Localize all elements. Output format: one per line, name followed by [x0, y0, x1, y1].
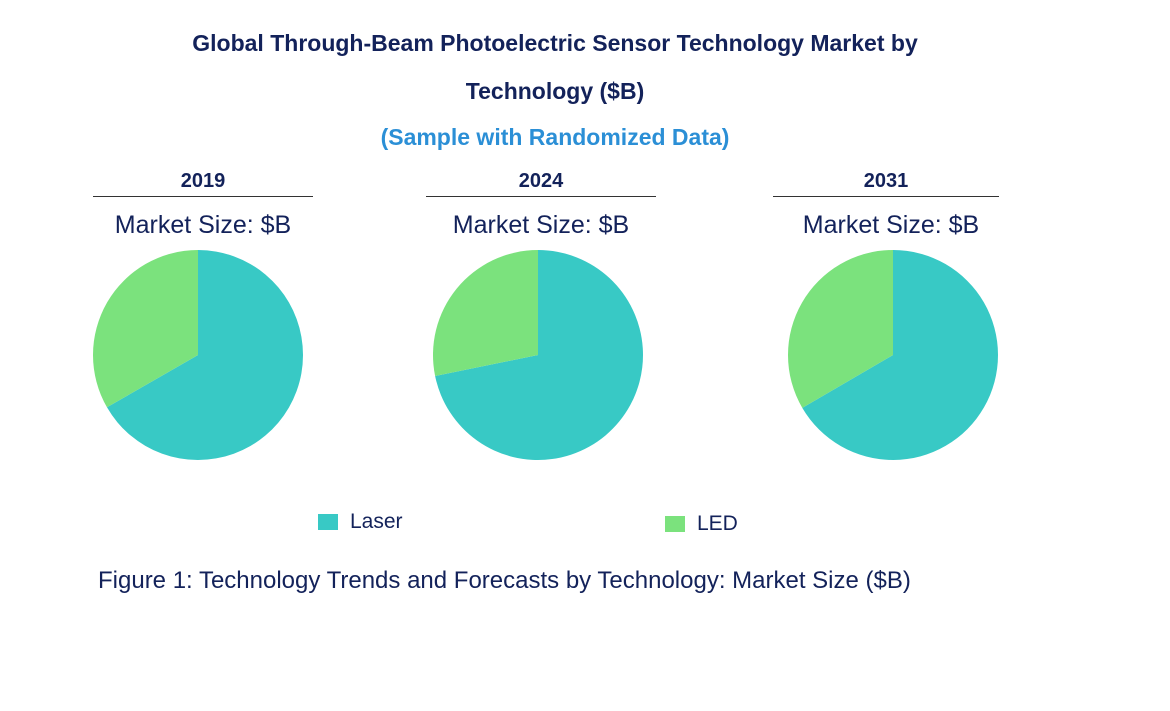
- legend-label-led: LED: [697, 512, 738, 535]
- market-size-label-2019: Market Size: $B: [114, 211, 292, 239]
- pie-slice-led-2019: [92, 250, 198, 408]
- market-size-label-2031: Market Size: $B: [802, 211, 980, 239]
- figure-caption: Figure 1: Technology Trends and Forecast…: [98, 567, 911, 594]
- legend-swatch-led: [665, 516, 685, 532]
- chart-subtitle: (Sample with Randomized Data): [380, 124, 730, 150]
- pie-slice-laser-2024: [435, 250, 643, 460]
- legend-item-laser: Laser: [318, 510, 403, 534]
- chart-title-line2: Technology ($B): [465, 78, 645, 104]
- market-size-label-2024: Market Size: $B: [452, 211, 630, 239]
- year-label-2031: 2031: [773, 170, 999, 197]
- pie-slice-led-2031: [787, 250, 893, 408]
- year-label-2024: 2024: [426, 170, 656, 197]
- year-label-2019: 2019: [93, 170, 313, 197]
- legend-swatch-laser: [318, 514, 338, 530]
- pie-slice-led-2024: [433, 250, 538, 376]
- legend-item-led: LED: [665, 512, 738, 536]
- legend-label-laser: Laser: [350, 510, 403, 533]
- pie-slice-laser-2019: [106, 250, 303, 460]
- pie-slice-laser-2031: [802, 250, 998, 460]
- chart-title-line1: Global Through-Beam Photoelectric Sensor…: [192, 30, 918, 56]
